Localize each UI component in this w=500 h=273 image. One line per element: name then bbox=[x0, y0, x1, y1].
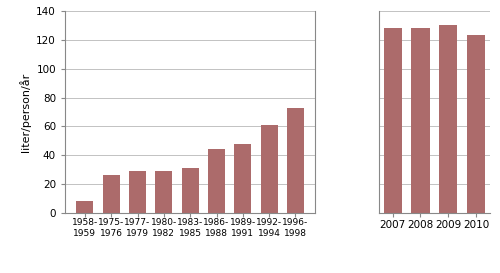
Bar bbox=[182, 168, 199, 213]
Bar bbox=[467, 35, 485, 213]
Bar bbox=[384, 28, 402, 213]
Bar bbox=[208, 149, 225, 213]
Bar bbox=[156, 171, 172, 213]
Bar bbox=[412, 28, 430, 213]
Bar bbox=[102, 176, 120, 213]
Bar bbox=[129, 171, 146, 213]
Bar bbox=[234, 144, 252, 213]
Bar bbox=[439, 25, 457, 213]
Y-axis label: liter/person/år: liter/person/år bbox=[19, 72, 30, 152]
Bar bbox=[287, 108, 304, 213]
Bar bbox=[260, 125, 278, 213]
Bar bbox=[76, 201, 94, 213]
